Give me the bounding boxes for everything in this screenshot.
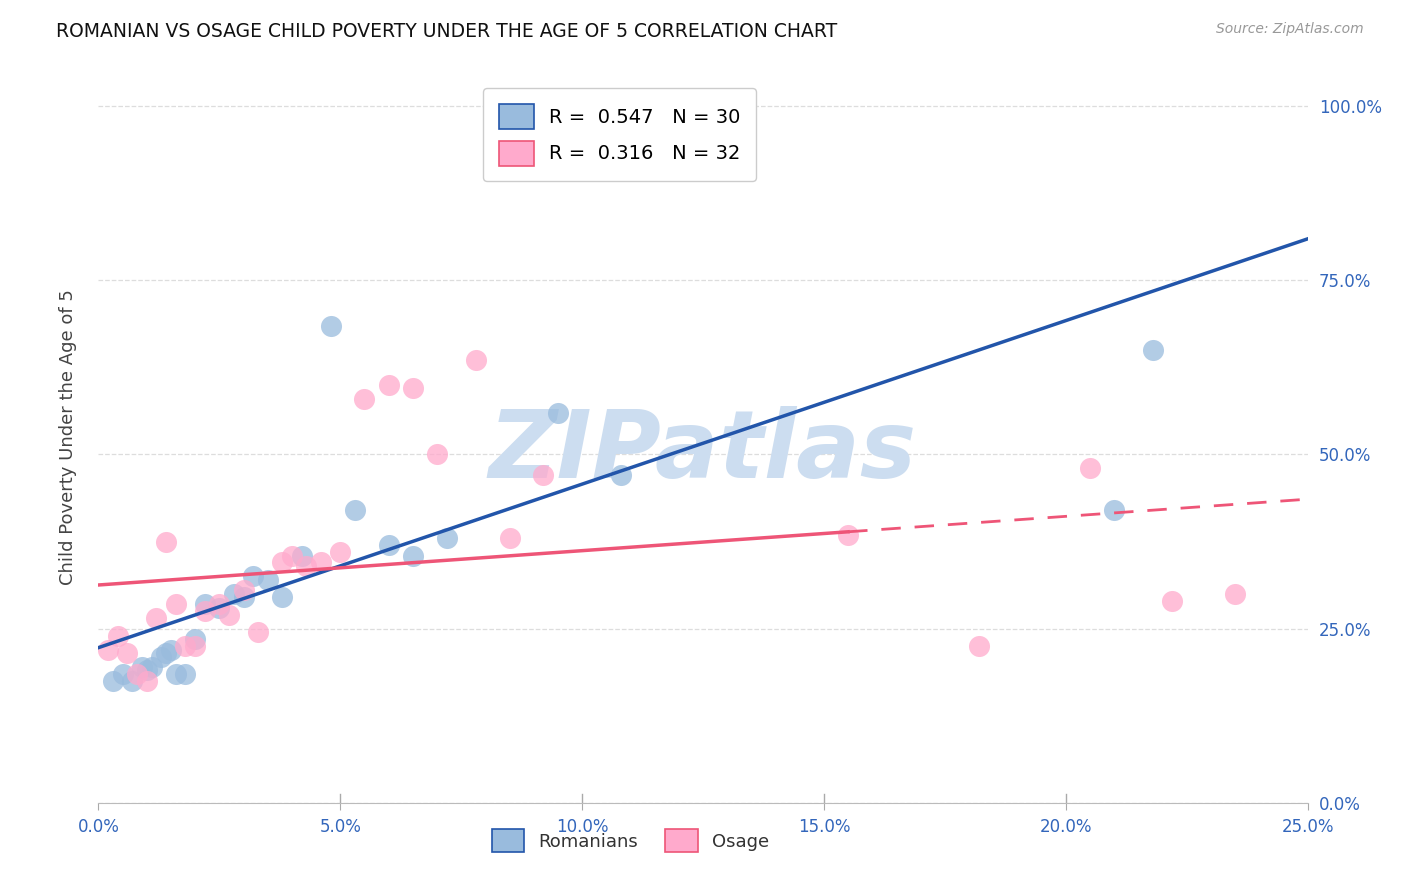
Point — [174, 667, 197, 681]
Point — [256, 573, 278, 587]
Point — [232, 583, 254, 598]
Point — [165, 667, 187, 681]
Point — [218, 607, 240, 622]
Point — [377, 538, 399, 552]
Point — [165, 597, 187, 611]
Point — [281, 549, 304, 563]
Point — [402, 381, 425, 395]
Point — [271, 556, 294, 570]
Point — [194, 597, 217, 611]
Point — [127, 667, 149, 681]
Point — [610, 468, 633, 483]
Point — [208, 597, 231, 611]
Point — [837, 527, 859, 541]
Point — [377, 377, 399, 392]
Point — [426, 448, 449, 462]
Point — [232, 591, 254, 605]
Point — [107, 629, 129, 643]
Point — [155, 534, 177, 549]
Point — [117, 646, 139, 660]
Point — [101, 673, 124, 688]
Point — [271, 591, 294, 605]
Point — [402, 549, 425, 563]
Point — [222, 587, 245, 601]
Point — [343, 503, 366, 517]
Point — [208, 600, 231, 615]
Point — [353, 392, 375, 406]
Point — [150, 649, 173, 664]
Point — [1142, 343, 1164, 357]
Point — [319, 318, 342, 333]
Point — [247, 625, 270, 640]
Point — [329, 545, 352, 559]
Point — [295, 558, 318, 573]
Point — [290, 549, 312, 563]
Text: Source: ZipAtlas.com: Source: ZipAtlas.com — [1216, 22, 1364, 37]
Point — [97, 642, 120, 657]
Point — [131, 660, 153, 674]
Point — [174, 639, 197, 653]
Point — [184, 632, 207, 646]
Point — [1102, 503, 1125, 517]
Point — [160, 642, 183, 657]
Point — [531, 468, 554, 483]
Point — [111, 667, 134, 681]
Point — [155, 646, 177, 660]
Point — [547, 406, 569, 420]
Text: ROMANIAN VS OSAGE CHILD POVERTY UNDER THE AGE OF 5 CORRELATION CHART: ROMANIAN VS OSAGE CHILD POVERTY UNDER TH… — [56, 22, 838, 41]
Point — [135, 664, 157, 678]
Point — [464, 353, 486, 368]
Point — [145, 611, 167, 625]
Point — [242, 569, 264, 583]
Point — [967, 639, 990, 653]
Point — [141, 660, 163, 674]
Point — [194, 604, 217, 618]
Point — [121, 673, 143, 688]
Point — [309, 556, 332, 570]
Legend: R =  0.547   N = 30, R =  0.316   N = 32: R = 0.547 N = 30, R = 0.316 N = 32 — [484, 88, 756, 181]
Point — [135, 673, 157, 688]
Point — [1223, 587, 1246, 601]
Point — [1161, 594, 1184, 608]
Point — [498, 531, 520, 545]
Y-axis label: Child Poverty Under the Age of 5: Child Poverty Under the Age of 5 — [59, 289, 77, 585]
Text: ZIPatlas: ZIPatlas — [489, 406, 917, 498]
Point — [436, 531, 458, 545]
Point — [716, 127, 738, 141]
Point — [1078, 461, 1101, 475]
Point — [184, 639, 207, 653]
